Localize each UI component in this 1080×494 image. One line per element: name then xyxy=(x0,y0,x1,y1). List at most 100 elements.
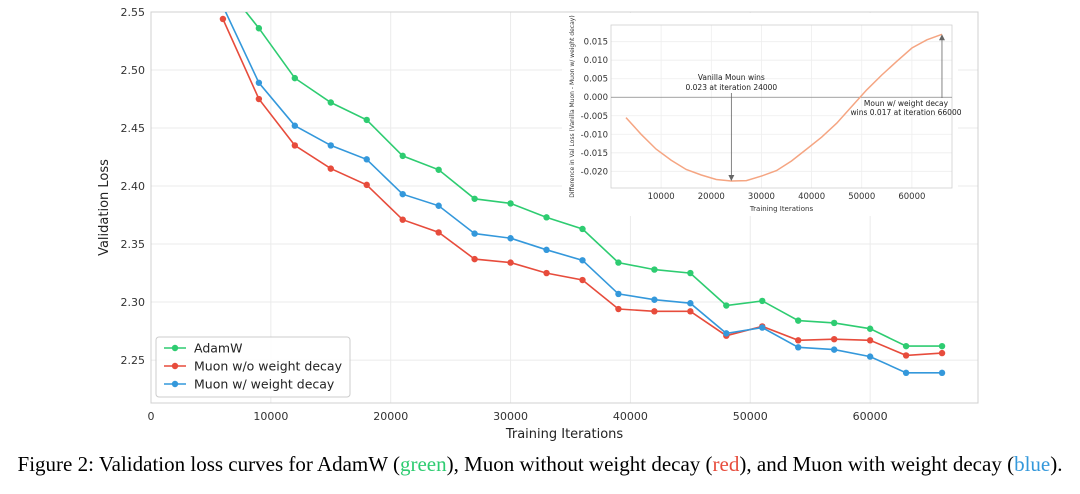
series-point-2 xyxy=(902,369,910,377)
main-y-axis-label: Validation Loss xyxy=(97,159,112,256)
series-point-1 xyxy=(615,305,622,313)
main-x-tick-label: 40000 xyxy=(613,410,648,423)
series-point-0 xyxy=(363,116,370,124)
legend-box xyxy=(155,336,351,398)
series-point-0 xyxy=(723,302,730,309)
inset-x-ticks: 10000 20000 30000 40000 50000 60000 xyxy=(648,192,926,202)
series-point-2 xyxy=(723,330,730,337)
series-point-2 xyxy=(866,353,874,360)
main-y-tick-label: 2.50 xyxy=(121,64,146,77)
inset-series-line xyxy=(625,33,943,182)
main-frame xyxy=(150,11,979,404)
inset-y-axis-label: Difference in Val Loss (Vanilla Muon - M… xyxy=(569,15,576,197)
series-point-1 xyxy=(795,337,802,344)
main-x-ticks: 0 10000 20000 30000 40000 50000 60000 xyxy=(148,410,888,423)
series-point-0 xyxy=(255,25,263,32)
series-point-1 xyxy=(866,337,874,344)
series-point-2 xyxy=(291,122,299,129)
series-point-2 xyxy=(687,300,694,307)
series-point-2 xyxy=(507,235,514,242)
inset-y-tick-label: -0.015 xyxy=(581,149,608,159)
legend-marker xyxy=(171,362,179,370)
main-x-tick-label: 0 xyxy=(148,410,155,423)
series-point-0 xyxy=(902,342,910,350)
series-point-2 xyxy=(938,369,946,377)
inset-y-ticks: -0.020 -0.015 -0.010 -0.005 0.000 0.005 0.010 0… xyxy=(581,38,608,178)
series-point-1 xyxy=(507,259,514,266)
legend-label: AdamW xyxy=(194,341,242,356)
inset-series-group xyxy=(625,33,943,182)
inset-x-tick-label: 30000 xyxy=(748,192,775,202)
main-y-tick-label: 2.45 xyxy=(121,122,146,135)
series-point-2 xyxy=(579,257,586,264)
series-point-0 xyxy=(579,225,586,233)
inset-y-tick-label: 0.000 xyxy=(584,93,608,103)
series-point-2 xyxy=(435,202,442,209)
caption-suffix: ). xyxy=(1050,452,1063,476)
series-point-0 xyxy=(291,74,299,82)
validation-loss-chart: 0 10000 20000 30000 40000 50000 600002.252.302… xyxy=(97,3,979,442)
series-point-0 xyxy=(399,152,406,160)
main-y-tick-label: 2.55 xyxy=(121,6,146,19)
series-point-0 xyxy=(471,195,478,202)
series-point-0 xyxy=(938,342,946,350)
series-point-0 xyxy=(435,166,442,173)
series-point-1 xyxy=(830,335,838,343)
inset-background xyxy=(562,13,958,216)
inset-x-tick-label: 20000 xyxy=(698,192,725,202)
annotation-vanilla-line2: 0.023 at iteration 24000 xyxy=(686,83,778,92)
main-series-group xyxy=(219,3,946,377)
series-point-2 xyxy=(255,79,263,86)
caption-mid1: ), Muon without weight decay ( xyxy=(446,452,713,476)
annotation-vanilla-line1: Vanilla Moun wins xyxy=(698,73,765,82)
series-point-1 xyxy=(687,308,694,315)
caption-mid2: ), and Muon with weight decay ( xyxy=(739,452,1015,476)
legend-label: Muon w/o weight decay xyxy=(194,359,343,374)
series-point-2 xyxy=(543,246,550,254)
series-point-1 xyxy=(291,142,299,149)
series-point-0 xyxy=(830,319,838,327)
caption-red: red xyxy=(712,452,740,476)
series-point-0 xyxy=(795,317,802,324)
series-point-1 xyxy=(327,165,334,172)
series-point-2 xyxy=(651,296,658,303)
series-point-0 xyxy=(651,266,658,273)
main-x-tick-label: 10000 xyxy=(253,410,288,423)
series-point-1 xyxy=(651,308,658,315)
caption-blue: blue xyxy=(1014,452,1051,476)
series-point-1 xyxy=(938,349,946,357)
main-legend: AdamW Muon w/o weight decay Muon w/ weight… xyxy=(155,336,351,398)
series-point-1 xyxy=(435,229,442,236)
inset-y-tick-label: 0.015 xyxy=(584,38,608,48)
main-y-tick-label: 2.30 xyxy=(121,296,146,309)
inset-y-tick-label: 0.010 xyxy=(584,56,608,66)
inset-y-tick-label: -0.010 xyxy=(581,130,608,140)
series-point-1 xyxy=(363,181,370,189)
inset-frame xyxy=(610,24,953,189)
series-point-2 xyxy=(615,290,622,298)
inset-y-tick-label: -0.005 xyxy=(581,112,608,122)
caption-green: green xyxy=(399,452,447,476)
inset-y-tick-label: 0.005 xyxy=(584,75,608,85)
series-point-2 xyxy=(220,3,226,9)
inset-grid xyxy=(611,25,952,188)
main-x-tick-label: 20000 xyxy=(373,410,408,423)
main-y-ticks: 2.25 2.30 2.35 2.40 2.45 2.50 2.55 xyxy=(121,6,146,367)
series-point-1 xyxy=(902,352,910,359)
series-point-0 xyxy=(759,297,766,305)
series-point-0 xyxy=(687,269,694,277)
legend-marker xyxy=(171,344,179,352)
main-y-tick-label: 2.40 xyxy=(121,180,146,193)
series-point-1 xyxy=(543,269,550,277)
series-point-0 xyxy=(866,325,874,332)
main-x-tick-label: 50000 xyxy=(733,410,768,423)
series-point-2 xyxy=(363,156,370,163)
main-x-tick-label: 60000 xyxy=(853,410,888,423)
inset-x-tick-label: 60000 xyxy=(898,192,925,202)
series-point-1 xyxy=(471,255,478,263)
series-point-2 xyxy=(471,230,478,237)
main-x-axis-label: Training Iterations xyxy=(505,427,624,442)
series-point-2 xyxy=(830,346,838,353)
series-point-0 xyxy=(543,214,550,221)
